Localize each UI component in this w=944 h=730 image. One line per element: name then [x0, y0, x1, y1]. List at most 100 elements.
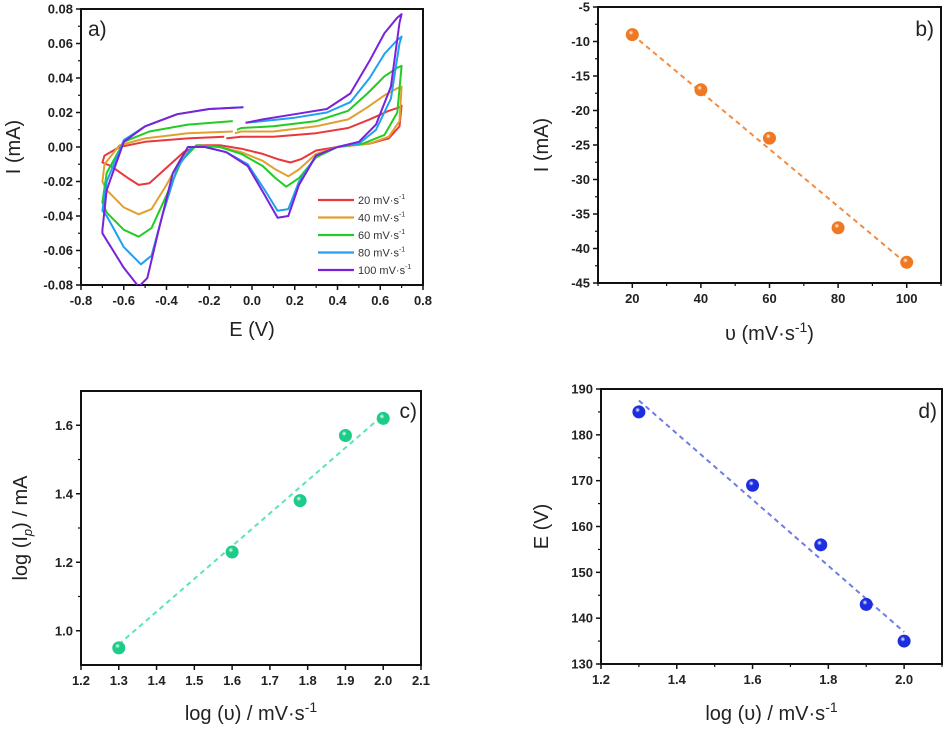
x-tick-label: 1.4: [148, 673, 167, 688]
y-tick-label: 150: [571, 565, 593, 580]
panel-c: 1.2 1.3 1.4 1.5 1.6 1.7 1.8 1.9 2.0 2.1 1.0 1.2 1.4 1…: [10, 390, 430, 725]
y-tick-label: 170: [571, 473, 593, 488]
y-axis-title-text: E (V): [531, 504, 553, 550]
x-axis-title-text: log (υ) / mV·s: [705, 703, 825, 725]
x-axis-title-sup: -1: [305, 699, 318, 715]
x-tick-label: 1.6: [744, 672, 762, 687]
cv-curve-3: [101, 35, 403, 266]
y-tick-label: -40: [571, 241, 590, 256]
data-point: [746, 478, 760, 492]
legend-label-text: 40 mV·s: [358, 213, 399, 225]
fit-line: [631, 33, 908, 265]
panel-label: b): [915, 18, 934, 41]
data-point: [763, 131, 776, 145]
y-axis-title-text: log (I: [10, 536, 32, 580]
plot-frame: [80, 390, 422, 666]
legend-label-text: 60 mV·s: [358, 230, 399, 242]
legend-label: 80 mV·s-1: [358, 247, 405, 260]
x-axis-title: log (υ) / mV·s-1: [705, 699, 838, 725]
x-tick-label: 1.6: [223, 673, 241, 688]
panel-a: -0.8 -0.6 -0.4 -0.2 0.0 0.2 0.4 0.6 0.8 -0.08 -0.0…: [3, 2, 432, 342]
plot-frame: [600, 388, 943, 665]
y-tick-label: 0.06: [48, 36, 73, 51]
x-tick-label: 0.6: [371, 293, 389, 308]
fit-line: [118, 414, 384, 646]
y-tick-label: 190: [571, 382, 593, 397]
y-tick-label: -10: [571, 34, 590, 49]
x-axis-title-text: E (V): [229, 319, 275, 341]
x-tick-label: -0.4: [155, 293, 178, 308]
legend-label: 20 mV·s-1: [358, 194, 405, 207]
y-tick-label: -35: [571, 207, 590, 222]
legend-label-sup: -1: [399, 212, 405, 219]
x-tick-label: 1.3: [110, 673, 128, 688]
y-tick-label: -5: [578, 0, 590, 15]
legend: 20 mV·s-140 mV·s-160 mV·s-180 mV·s-1100 …: [318, 194, 411, 277]
data-point: [900, 255, 914, 269]
x-tick-label: 20: [625, 291, 639, 306]
x-tick-label: -0.2: [198, 293, 220, 308]
y-tick-label: -0.06: [43, 243, 73, 258]
y-axis-title-tail: ) / mA: [10, 475, 32, 529]
x-axis-title: υ (mV·s-1): [725, 319, 814, 345]
legend-label: 100 mV·s-1: [358, 264, 411, 277]
data-point: [897, 634, 911, 648]
x-tick-label: 0.8: [414, 293, 432, 308]
legend-label-text: 80 mV·s: [358, 248, 399, 260]
panel-label: c): [400, 400, 418, 423]
y-tick-label: 1.0: [55, 623, 73, 638]
legend-label-sup: -1: [399, 229, 405, 236]
y-tick-label: 0.02: [48, 105, 73, 120]
data-point: [376, 411, 390, 425]
x-tick-label: 40: [694, 291, 708, 306]
fit-line: [638, 399, 905, 633]
x-axis-title: E (V): [229, 319, 275, 341]
y-axis-title-text: I (mA): [531, 118, 553, 172]
x-axis-title-text: log (υ) / mV·s: [185, 703, 305, 725]
data-point: [814, 538, 828, 552]
panel-label: d): [918, 400, 937, 423]
plot-area: [101, 13, 403, 285]
data-point: [293, 494, 307, 508]
x-tick-label: 1.7: [261, 673, 279, 688]
y-tick-label: 130: [571, 657, 593, 672]
y-tick-label: 1.4: [55, 486, 74, 501]
y-tick-label: 1.6: [55, 418, 73, 433]
x-axis-title-sup: -1: [825, 699, 838, 715]
x-axis-title: log (υ) / mV·s-1: [185, 699, 318, 725]
y-tick-label: -0.02: [43, 174, 73, 189]
legend-label-text: 20 mV·s: [358, 195, 399, 207]
y-tick-label: -20: [571, 103, 590, 118]
x-axis-title-sup: -1: [795, 319, 808, 335]
x-tick-label: 1.5: [185, 673, 203, 688]
y-axis-title-text: I (mA): [3, 120, 25, 174]
plot-area: [625, 28, 914, 269]
y-tick-label: -30: [571, 172, 590, 187]
data-point: [831, 221, 845, 235]
x-tick-label: 0.4: [328, 293, 347, 308]
y-tick-label: 140: [571, 611, 593, 626]
y-tick-label: -15: [571, 69, 590, 84]
panel-label: a): [88, 18, 107, 41]
x-tick-label: 100: [896, 291, 918, 306]
plot-frame: [597, 6, 942, 284]
x-axis-title-tail: ): [807, 323, 814, 345]
x-tick-label: -0.6: [113, 293, 135, 308]
y-tick-label: -25: [571, 138, 590, 153]
y-axis-title: E (V): [531, 504, 553, 550]
x-tick-label: 0.0: [243, 293, 261, 308]
data-point: [859, 597, 873, 611]
y-axis-title: I (mA): [531, 118, 553, 172]
data-point: [694, 83, 708, 97]
y-tick-label: -0.04: [43, 209, 73, 224]
plot-frame: [80, 8, 424, 286]
y-tick-label: 0.08: [48, 2, 73, 17]
x-tick-label: 1.2: [592, 672, 610, 687]
x-tick-label: 0.2: [286, 293, 304, 308]
y-axis-title: I (mA): [3, 120, 25, 174]
y-tick-label: 160: [571, 519, 593, 534]
data-point: [632, 405, 646, 419]
legend-label-sup: -1: [399, 247, 405, 254]
x-tick-label: 1.2: [72, 673, 90, 688]
cv-curve-4: [101, 13, 403, 285]
